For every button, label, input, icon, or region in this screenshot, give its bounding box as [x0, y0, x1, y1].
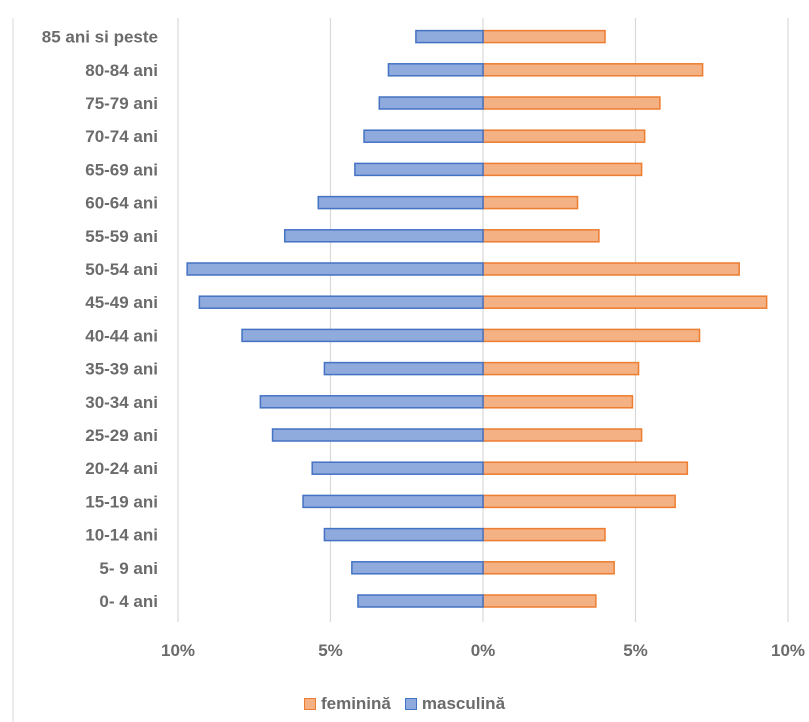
- category-label-4: 65-69 ani: [85, 160, 158, 179]
- category-label-12: 25-29 ani: [85, 426, 158, 445]
- legend-item-male: masculină: [404, 694, 506, 714]
- bar-male-15: [323, 527, 484, 542]
- category-label-15: 10-14 ani: [85, 526, 158, 545]
- category-label-1: 80-84 ani: [85, 61, 158, 80]
- category-label-17: 0- 4 ani: [99, 592, 158, 611]
- category-label-9: 40-44 ani: [85, 326, 158, 345]
- bar-male-13: [311, 461, 484, 475]
- bar-female-16: [482, 561, 615, 575]
- category-label-0: 85 ani si peste: [42, 28, 158, 47]
- bar-female-15: [482, 527, 606, 542]
- bar-female-12: [482, 428, 643, 442]
- category-label-11: 30-34 ani: [85, 393, 158, 412]
- legend-item-female: feminină: [303, 694, 391, 714]
- legend-swatch-female: [303, 698, 316, 710]
- bar-male-0: [415, 29, 484, 44]
- legend-swatch-male: [404, 698, 417, 710]
- legend-label-female: feminină: [320, 694, 391, 713]
- x-tick-label-2: 0%: [471, 641, 496, 660]
- bar-male-2: [378, 96, 484, 110]
- category-label-8: 45-49 ani: [85, 293, 158, 312]
- bar-male-5: [317, 195, 484, 210]
- category-label-2: 75-79 ani: [85, 94, 158, 113]
- bar-female-9: [482, 328, 701, 343]
- bar-female-3: [482, 129, 646, 143]
- bar-female-17: [482, 594, 597, 608]
- category-label-14: 15-19 ani: [85, 492, 158, 511]
- bar-male-4: [354, 162, 484, 177]
- bar-male-16: [351, 561, 484, 575]
- bar-male-17: [357, 594, 484, 608]
- x-tick-label-1: 5%: [318, 641, 343, 660]
- bar-male-9: [241, 328, 484, 343]
- bar-male-11: [259, 395, 484, 409]
- x-tick-label-0: 10%: [161, 641, 195, 660]
- category-label-10: 35-39 ani: [85, 360, 158, 379]
- bar-female-6: [482, 229, 600, 243]
- bar-female-8: [482, 295, 768, 309]
- bar-male-12: [271, 428, 484, 442]
- category-label-7: 50-54 ani: [85, 260, 158, 279]
- category-label-13: 20-24 ani: [85, 459, 158, 478]
- bar-male-1: [387, 63, 484, 77]
- category-label-3: 70-74 ani: [85, 127, 158, 146]
- legend-label-male: masculină: [421, 694, 506, 713]
- bar-female-2: [482, 96, 661, 110]
- category-label-16: 5- 9 ani: [99, 559, 158, 578]
- x-tick-label-4: 10%: [771, 641, 805, 660]
- category-label-5: 60-64 ani: [85, 194, 158, 213]
- bar-female-0: [482, 29, 606, 44]
- bar-female-4: [482, 162, 643, 177]
- bar-male-14: [302, 494, 484, 509]
- bar-male-6: [284, 229, 484, 243]
- category-label-6: 55-59 ani: [85, 227, 158, 246]
- bar-female-7: [482, 262, 740, 276]
- chart-legend: feminină masculină: [0, 694, 809, 714]
- bar-female-13: [482, 461, 689, 475]
- bar-female-5: [482, 195, 579, 210]
- bar-male-7: [186, 262, 484, 276]
- bar-female-10: [482, 361, 640, 376]
- bar-female-14: [482, 494, 676, 509]
- bar-male-8: [198, 295, 484, 309]
- bar-male-3: [363, 129, 484, 143]
- x-tick-label-3: 5%: [623, 641, 648, 660]
- bar-male-10: [323, 361, 484, 376]
- bar-female-1: [482, 63, 704, 77]
- bar-female-11: [482, 395, 634, 409]
